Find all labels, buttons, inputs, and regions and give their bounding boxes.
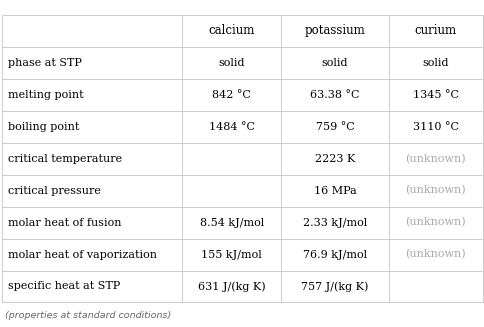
Text: 1484 °C: 1484 °C	[208, 122, 254, 132]
Text: 8.54 kJ/mol: 8.54 kJ/mol	[199, 217, 263, 228]
Text: critical pressure: critical pressure	[8, 185, 101, 196]
Text: (unknown): (unknown)	[405, 185, 465, 196]
Text: molar heat of vaporization: molar heat of vaporization	[8, 250, 157, 260]
Text: 757 J/(kg K): 757 J/(kg K)	[301, 281, 368, 292]
Text: molar heat of fusion: molar heat of fusion	[8, 217, 121, 228]
Text: 63.38 °C: 63.38 °C	[310, 90, 359, 100]
Text: melting point: melting point	[8, 90, 84, 100]
Text: solid: solid	[422, 58, 448, 68]
Text: 1345 °C: 1345 °C	[412, 90, 458, 100]
Text: solid: solid	[321, 58, 348, 68]
Text: phase at STP: phase at STP	[8, 58, 82, 68]
Text: critical temperature: critical temperature	[8, 154, 122, 164]
Text: (unknown): (unknown)	[405, 217, 465, 228]
Text: potassium: potassium	[304, 24, 364, 37]
Text: 16 MPa: 16 MPa	[313, 185, 356, 196]
Text: (properties at standard conditions): (properties at standard conditions)	[5, 311, 171, 320]
Text: calcium: calcium	[208, 24, 255, 37]
Text: 759 °C: 759 °C	[315, 122, 354, 132]
Text: (unknown): (unknown)	[405, 250, 465, 260]
Text: 3110 °C: 3110 °C	[412, 122, 458, 132]
Text: 2.33 kJ/mol: 2.33 kJ/mol	[302, 217, 366, 228]
Text: (unknown): (unknown)	[405, 153, 465, 164]
Text: 76.9 kJ/mol: 76.9 kJ/mol	[302, 250, 366, 260]
Text: solid: solid	[218, 58, 244, 68]
Text: 155 kJ/mol: 155 kJ/mol	[201, 250, 261, 260]
Text: 842 °C: 842 °C	[212, 90, 251, 100]
Text: specific heat at STP: specific heat at STP	[8, 282, 120, 291]
Text: boiling point: boiling point	[8, 122, 79, 132]
Text: curium: curium	[414, 24, 456, 37]
Text: 2223 K: 2223 K	[314, 154, 354, 164]
Text: 631 J/(kg K): 631 J/(kg K)	[197, 281, 265, 292]
